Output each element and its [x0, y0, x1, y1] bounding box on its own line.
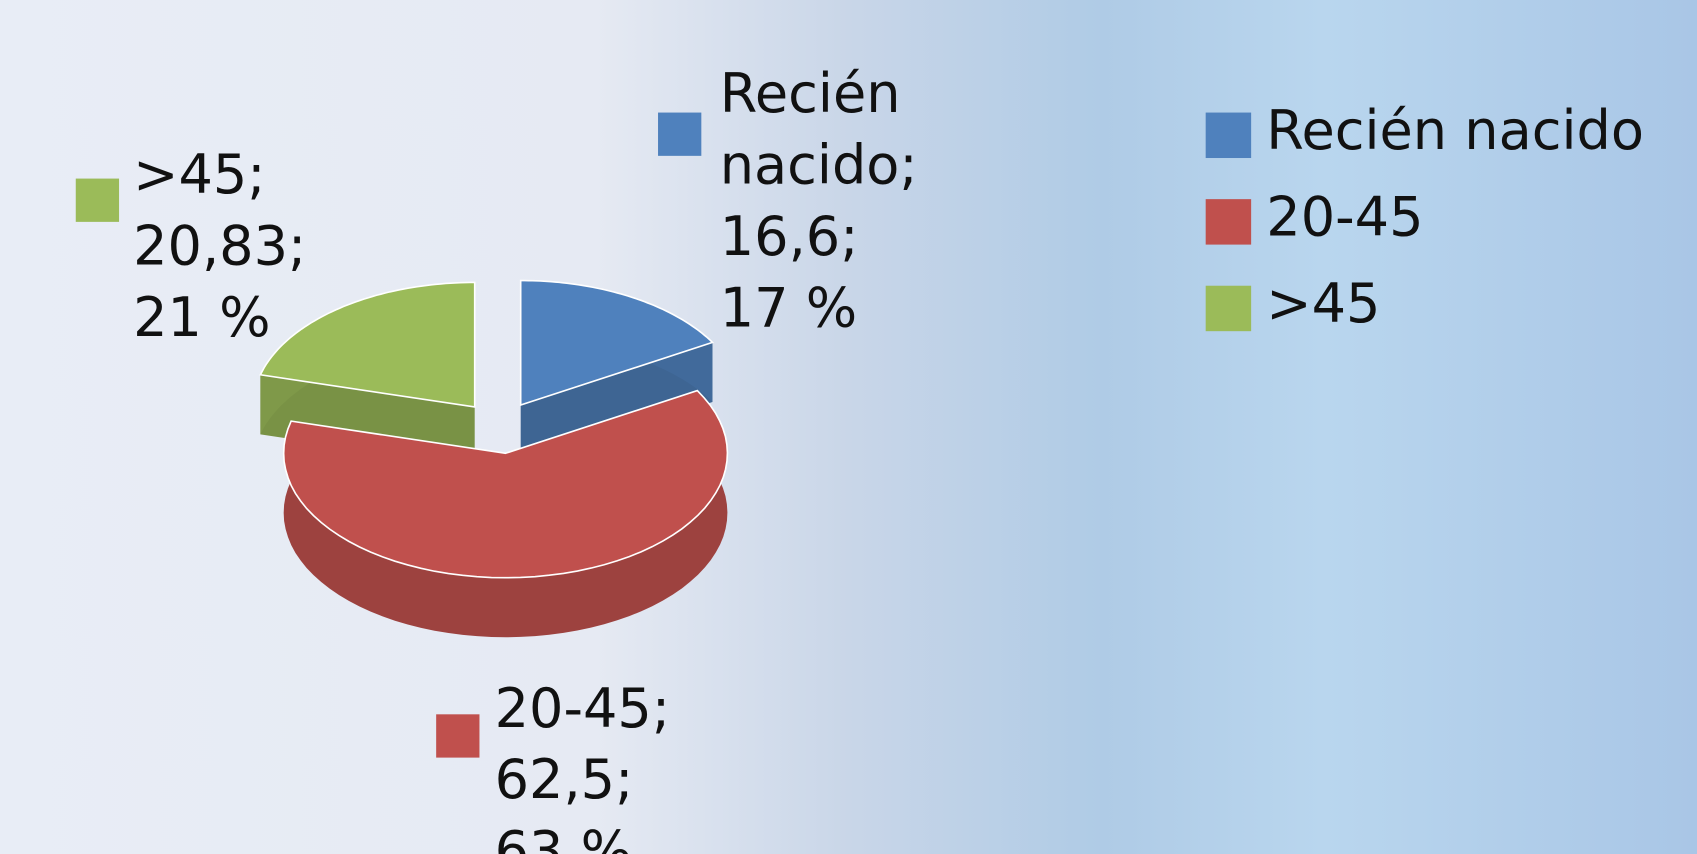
- data-label: >45;: [133, 143, 265, 206]
- data-label: 21 %: [133, 286, 270, 349]
- data-label: 63 %: [495, 820, 632, 854]
- data-label-key: [436, 714, 480, 758]
- legend-key: [1205, 285, 1252, 332]
- slice-side: [283, 390, 728, 638]
- data-label: nacido;: [720, 133, 918, 196]
- legend-label: 20-45: [1266, 185, 1423, 248]
- data-label: 62,5;: [495, 748, 634, 811]
- data-label: 20,83;: [133, 215, 306, 278]
- legend-label: Recién nacido: [1266, 99, 1644, 162]
- legend-key: [1205, 112, 1252, 159]
- data-label-key: [75, 178, 120, 222]
- slice: [259, 281, 476, 408]
- slice: [519, 279, 714, 407]
- slice: [282, 389, 729, 579]
- legend-key: [1205, 199, 1252, 245]
- data-label-key: [658, 112, 702, 156]
- data-label: 20-45;: [495, 677, 670, 740]
- data-label: Recién: [720, 62, 901, 125]
- data-label: 16,6;: [720, 205, 859, 268]
- data-label: 17 %: [720, 276, 857, 339]
- legend-label: >45: [1266, 272, 1380, 335]
- plot: Recién nacido; 16,6; 17 % 20-45; 62,5; 63 % >45…: [75, 62, 1644, 854]
